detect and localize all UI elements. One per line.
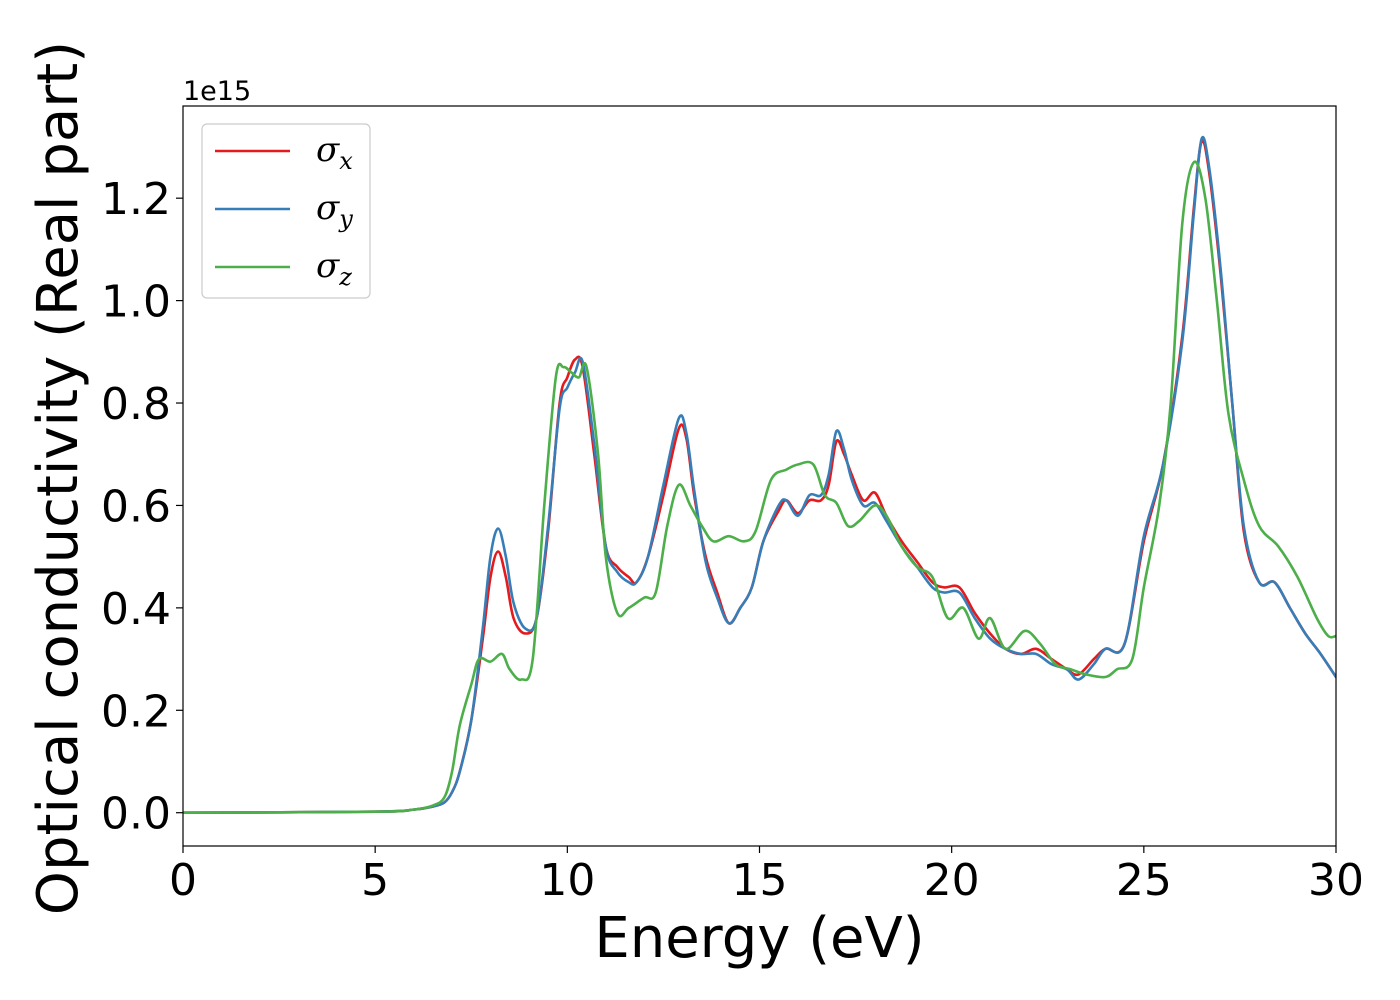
x-axis-title: Energy (eV) xyxy=(594,906,924,971)
y-tick-label: 0.4 xyxy=(101,584,171,635)
x-tick-label: 20 xyxy=(924,855,980,906)
y-tick-label: 1.0 xyxy=(101,277,171,328)
series-line-z xyxy=(183,160,1336,815)
x-tick-label: 5 xyxy=(361,855,389,906)
y-tick-label: 0.8 xyxy=(101,379,171,430)
y-tick-label: 0.6 xyxy=(101,481,171,532)
x-axis: 0 5 10 15 20 25 30 xyxy=(169,846,1364,906)
x-tick-label: 10 xyxy=(539,855,595,906)
y-tick-label: 1.2 xyxy=(101,174,171,225)
legend-box xyxy=(201,123,371,299)
y-offset-label: 1e15 xyxy=(183,76,251,107)
x-tick-label: 25 xyxy=(1116,855,1172,906)
legend-label-base: σ xyxy=(316,188,340,228)
legend-label-z: σz xyxy=(316,246,352,291)
y-tick-label: 0.2 xyxy=(101,686,171,737)
series-line-y xyxy=(183,136,1336,815)
y-axis-title: Optical conductivity (Real part) xyxy=(26,41,91,915)
legend-label-base: σ xyxy=(316,246,340,286)
x-tick-label: 0 xyxy=(169,855,197,906)
plot-background xyxy=(183,106,1336,846)
legend-label-base: σ xyxy=(316,130,340,170)
y-tick-label: 0.0 xyxy=(101,789,171,840)
x-tick-label: 15 xyxy=(732,855,788,906)
legend-label-x: σx xyxy=(316,130,353,175)
legend-label-subscript: x xyxy=(339,147,353,175)
y-axis: 0.0 0.2 0.4 0.6 0.8 1.0 1.2 xyxy=(101,174,183,840)
legend-label-subscript: z xyxy=(338,263,352,291)
x-tick-label: 30 xyxy=(1308,855,1364,906)
series-layer xyxy=(183,136,1336,815)
legend-label-y: σy xyxy=(316,188,353,233)
legend-label-subscript: y xyxy=(338,205,353,233)
